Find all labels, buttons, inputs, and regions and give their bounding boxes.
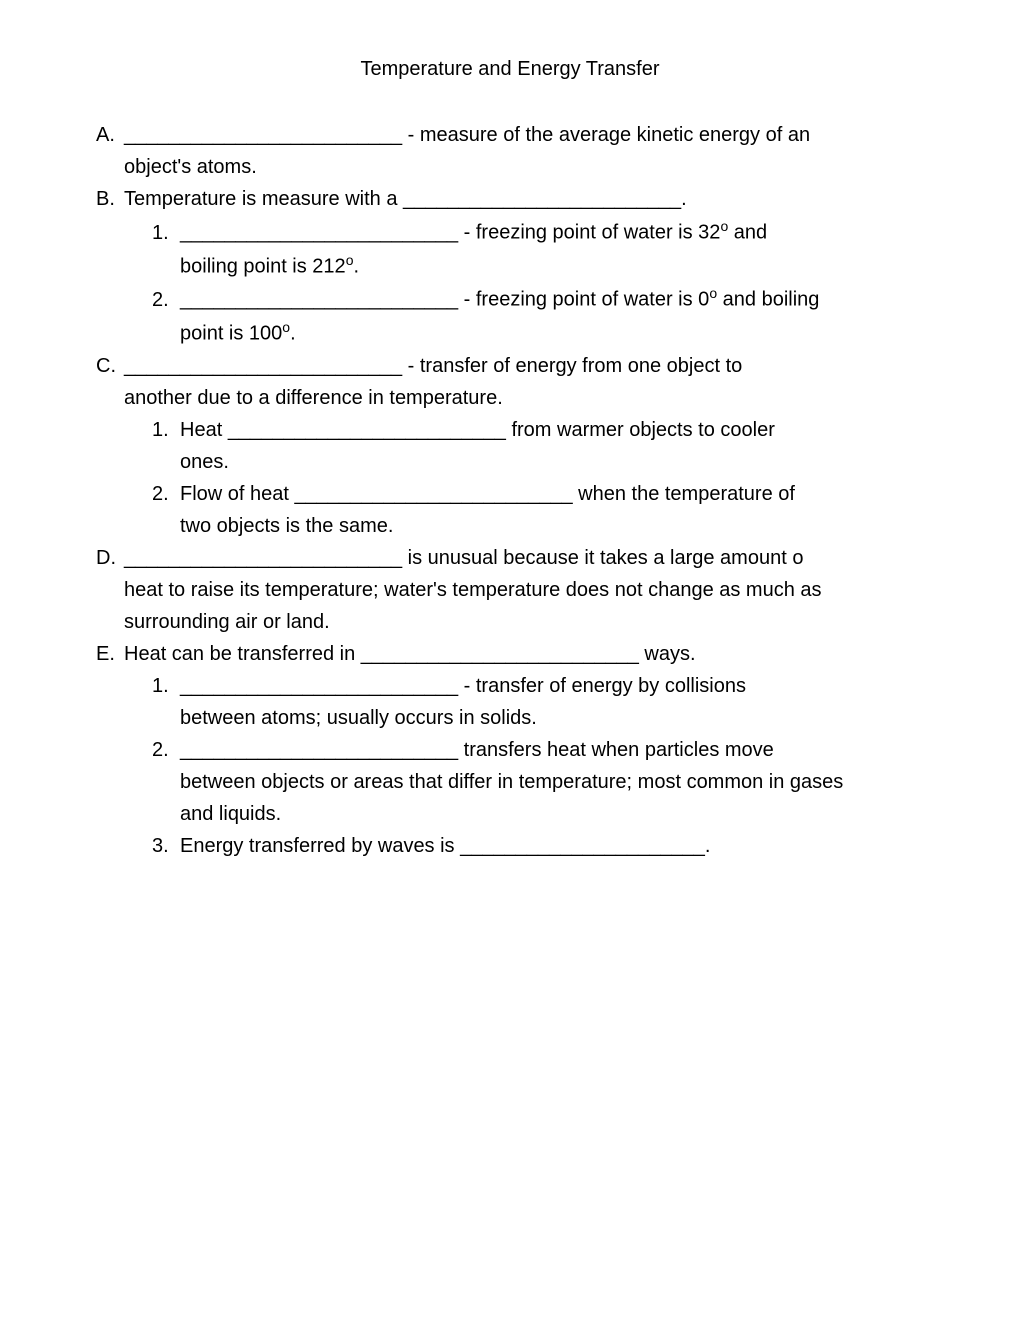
item-E-3: 3. Energy transferred by waves is ______… <box>152 830 924 862</box>
item-body: Flow of heat _________________________ w… <box>180 478 924 510</box>
degree-symbol: o <box>282 319 290 335</box>
blank: _________________________ <box>361 643 639 665</box>
text: Energy transferred by waves is <box>180 835 460 857</box>
item-body: Temperature is measure with a __________… <box>124 183 924 215</box>
item-B-2-cont: point is 100o. <box>180 316 924 350</box>
item-body: _________________________ transfers heat… <box>180 734 924 766</box>
blank: _________________________ <box>124 124 402 146</box>
item-A-cont: object's atoms. <box>124 151 924 183</box>
text: . <box>353 255 359 277</box>
item-E: E. Heat can be transferred in __________… <box>96 638 924 670</box>
item-body: _________________________ - transfer of … <box>124 350 924 382</box>
item-C-2: 2. Flow of heat ________________________… <box>152 478 924 510</box>
text: from warmer objects to cooler <box>506 419 775 441</box>
item-A: A. _________________________ - measure o… <box>96 119 924 151</box>
item-letter: D. <box>96 542 124 574</box>
blank: _________________________ <box>124 547 402 569</box>
blank: _________________________ <box>403 188 681 210</box>
item-E-1: 1. _________________________ - transfer … <box>152 670 924 702</box>
item-letter: A. <box>96 119 124 151</box>
text: Heat <box>180 419 228 441</box>
item-number: 2. <box>152 284 180 316</box>
text: point is 100 <box>180 323 282 345</box>
text: . <box>705 835 711 857</box>
item-E-2-cont: between objects or areas that differ in … <box>180 766 924 798</box>
blank: _________________________ <box>124 355 402 377</box>
item-body: _________________________ - measure of t… <box>124 119 924 151</box>
item-body: Heat can be transferred in _____________… <box>124 638 924 670</box>
text: - transfer of energy from one object to <box>402 355 742 377</box>
blank: _________________________ <box>180 289 458 311</box>
text: ways. <box>639 643 696 665</box>
item-B: B. Temperature is measure with a _______… <box>96 183 924 215</box>
item-D-cont2: surrounding air or land. <box>124 606 924 638</box>
item-C-1-cont: ones. <box>180 446 924 478</box>
text: Temperature is measure with a <box>124 188 403 210</box>
blank: _________________________ <box>180 222 458 244</box>
text: - transfer of energy by collisions <box>458 675 746 697</box>
text: Flow of heat <box>180 483 295 505</box>
blank: ______________________ <box>460 835 705 857</box>
item-E-2-cont2: and liquids. <box>180 798 924 830</box>
item-C: C. _________________________ - transfer … <box>96 350 924 382</box>
outline: A. _________________________ - measure o… <box>96 119 924 862</box>
item-letter: C. <box>96 350 124 382</box>
item-body: _________________________ is unusual bec… <box>124 542 924 574</box>
item-D-cont: heat to raise its temperature; water's t… <box>124 574 924 606</box>
item-number: 2. <box>152 478 180 510</box>
blank: _________________________ <box>180 675 458 697</box>
text: is unusual because it takes a large amou… <box>402 547 803 569</box>
blank: _________________________ <box>228 419 506 441</box>
item-D: D. _________________________ is unusual … <box>96 542 924 574</box>
item-letter: E. <box>96 638 124 670</box>
item-B-1: 1. _________________________ - freezing … <box>152 215 924 249</box>
text: when the temperature of <box>573 483 795 505</box>
item-number: 1. <box>152 414 180 446</box>
item-number: 3. <box>152 830 180 862</box>
degree-symbol: o <box>709 285 717 301</box>
text: transfers heat when particles move <box>458 739 774 761</box>
text: and boiling <box>717 289 819 311</box>
text: . <box>290 323 296 345</box>
text: - freezing point of water is 32 <box>458 222 720 244</box>
blank: _________________________ <box>180 739 458 761</box>
item-body: Heat _________________________ from warm… <box>180 414 924 446</box>
item-E-1-cont: between atoms; usually occurs in solids. <box>180 702 924 734</box>
item-body: _________________________ - freezing poi… <box>180 215 924 249</box>
item-number: 1. <box>152 670 180 702</box>
item-C-1: 1. Heat _________________________ from w… <box>152 414 924 446</box>
page-title: Temperature and Energy Transfer <box>96 58 924 81</box>
text: . <box>681 188 687 210</box>
item-body: _________________________ - freezing poi… <box>180 282 924 316</box>
item-B-2: 2. _________________________ - freezing … <box>152 282 924 316</box>
item-C-cont: another due to a difference in temperatu… <box>124 382 924 414</box>
worksheet-page: Temperature and Energy Transfer A. _____… <box>0 0 1020 958</box>
item-B-1-cont: boiling point is 212o. <box>180 249 924 283</box>
text: boiling point is 212 <box>180 255 346 277</box>
text: - freezing point of water is 0 <box>458 289 709 311</box>
blank: _________________________ <box>295 483 573 505</box>
text: and <box>728 222 767 244</box>
text: Heat can be transferred in <box>124 643 361 665</box>
text: - measure of the average kinetic energy … <box>402 124 810 146</box>
item-number: 2. <box>152 734 180 766</box>
item-number: 1. <box>152 217 180 249</box>
item-body: _________________________ - transfer of … <box>180 670 924 702</box>
item-C-2-cont: two objects is the same. <box>180 510 924 542</box>
item-letter: B. <box>96 183 124 215</box>
item-E-2: 2. _________________________ transfers h… <box>152 734 924 766</box>
item-body: Energy transferred by waves is _________… <box>180 830 924 862</box>
